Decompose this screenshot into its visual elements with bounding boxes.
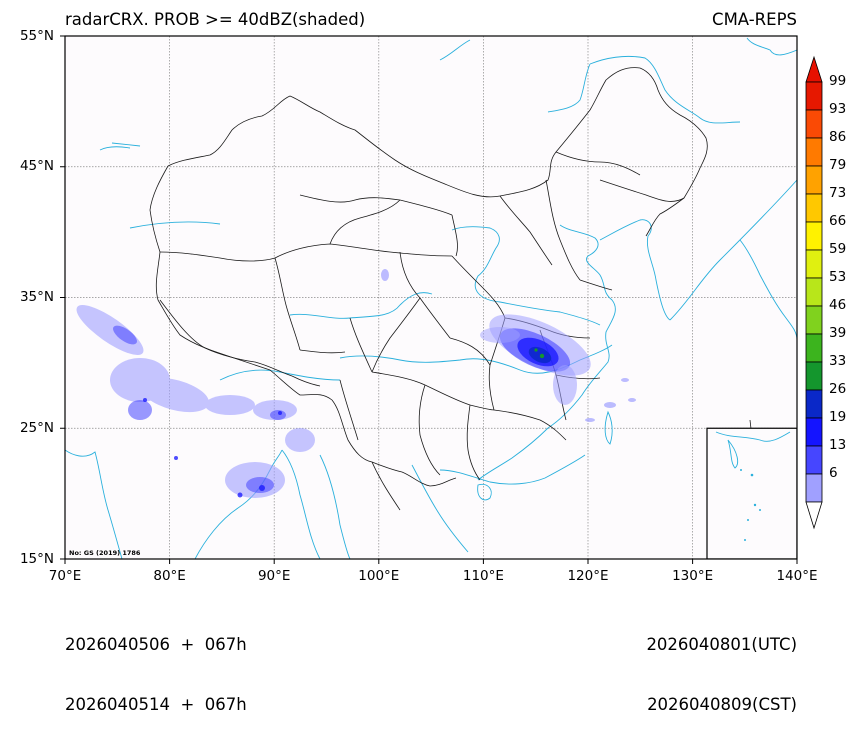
probability-shading — [76, 269, 636, 498]
map-canvas — [60, 35, 823, 564]
colorbar-bin — [805, 417, 823, 447]
colorbar-bin — [805, 81, 823, 111]
lat-label-45: 45°N — [19, 158, 54, 174]
lon-label-70: 70°E — [48, 568, 82, 584]
lon-label-140: 140°E — [776, 568, 818, 584]
lon-label-100: 100°E — [358, 568, 400, 584]
colorbar-bin — [805, 221, 823, 251]
colorbar-tick-label: 79 — [829, 157, 847, 173]
colorbar-bin — [805, 193, 823, 223]
colorbar-bin — [805, 137, 823, 167]
colorbar-bin — [805, 361, 823, 391]
chart-title: radarCRX. PROB >= 40dBZ(shaded) — [65, 10, 366, 29]
colorbar-tick-label: 59 — [829, 241, 847, 257]
colorbar-bin — [805, 277, 823, 307]
colorbar-tick-label: 13 — [829, 437, 847, 453]
axis-ticks — [60, 35, 798, 564]
colorbar-bin — [805, 165, 823, 195]
colorbar-tick-label: 93 — [829, 101, 847, 117]
colorbar-tick-label: 6 — [829, 465, 838, 481]
lon-label-110: 110°E — [462, 568, 504, 584]
lat-label-55: 55°N — [19, 28, 54, 44]
colorbar-extend-min — [805, 501, 823, 530]
colorbar-tick-label: 46 — [829, 297, 847, 313]
colorbar-tick-label: 86 — [829, 129, 847, 145]
colorbar-tick-label: 53 — [829, 269, 847, 285]
colorbar-tick-label: 66 — [829, 213, 847, 229]
lon-label-120: 120°E — [567, 568, 609, 584]
colorbar-bin — [805, 109, 823, 139]
colorbar-bin — [805, 473, 823, 503]
valid-time-utc: 2026040801(UTC) — [646, 635, 797, 654]
model-source-label: CMA-REPS — [712, 10, 797, 29]
lon-label-80: 80°E — [153, 568, 186, 584]
colorbar-tick-label: 33 — [829, 353, 847, 369]
lat-label-35: 35°N — [19, 289, 54, 305]
init-time-cst: 2026040514 + 067h — [65, 695, 247, 714]
map-approval-note: No: GS (2019) 1786 — [69, 549, 141, 557]
valid-time-block: 2026040801(UTC) 2026040809(CST) — [646, 595, 797, 735]
colorbar-tick-label: 19 — [829, 409, 847, 425]
colorbar-tick-label: 39 — [829, 325, 847, 341]
init-time-block: 2026040506 + 067h 2026040514 + 067h — [65, 595, 247, 735]
colorbar-tick-label: 26 — [829, 381, 847, 397]
colorbar-bin — [805, 389, 823, 419]
colorbar-bin — [805, 305, 823, 335]
init-time-utc: 2026040506 + 067h — [65, 635, 247, 654]
lat-label-15: 15°N — [19, 551, 54, 567]
south-china-sea-inset — [706, 427, 797, 559]
colorbar-tick-label: 99 — [829, 73, 847, 89]
colorbar-tick-label: 73 — [829, 185, 847, 201]
lon-label-130: 130°E — [672, 568, 714, 584]
colorbar-extend-max — [805, 55, 823, 83]
colorbar-bin — [805, 445, 823, 475]
valid-time-cst: 2026040809(CST) — [647, 695, 797, 714]
province-borders — [149, 67, 761, 511]
colorbar — [805, 55, 823, 530]
colorbar-bin — [805, 249, 823, 279]
lon-label-90: 90°E — [257, 568, 291, 584]
lat-label-25: 25°N — [19, 420, 54, 436]
colorbar-bin — [805, 333, 823, 363]
